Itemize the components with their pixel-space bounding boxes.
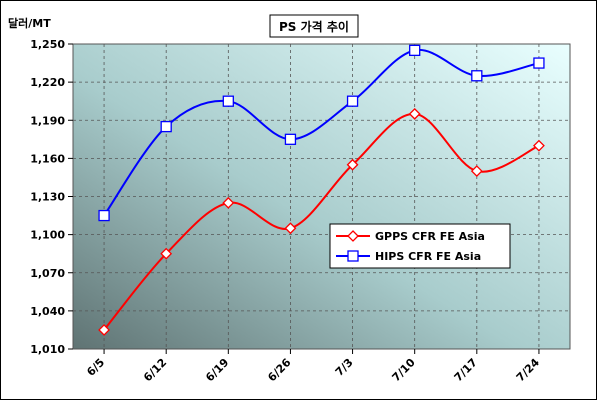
legend-marker-gpps [347, 230, 359, 242]
y-axis-ticks: 1,010 1,040 1,070 1,100 1,130 1,160 1,190 1,220… [30, 38, 73, 356]
data-point-hips [222, 95, 234, 107]
y-tick-label: 1,250 [30, 38, 65, 51]
data-point-gpps [346, 158, 359, 171]
data-point-gpps [284, 222, 297, 235]
data-point-hips [471, 70, 483, 82]
legend-marker-hips [347, 250, 359, 262]
y-tick-label: 1,100 [30, 229, 65, 242]
data-point-gpps [408, 107, 421, 120]
chart-title: PS 가격 추이 [279, 19, 349, 34]
data-point-hips [409, 44, 421, 57]
legend-label-gpps: GPPS CFR FE Asia [375, 230, 485, 243]
data-point-hips [160, 120, 172, 133]
data-point-gpps [533, 139, 545, 152]
y-axis-label: 달러/MT [8, 16, 51, 30]
data-point-gpps [98, 324, 110, 336]
y-tick-label: 1,160 [30, 152, 65, 165]
data-point-hips [346, 95, 359, 107]
y-tick-label: 1,040 [30, 305, 65, 318]
data-point-gpps [470, 165, 483, 178]
y-tick-label: 1,190 [30, 114, 65, 127]
data-point-gpps [160, 247, 173, 260]
legend: GPPS CFR FE Asia HIPS CFR FE Asia [329, 223, 511, 269]
legend-label-hips: HIPS CFR FE Asia [375, 250, 481, 263]
gridlines [73, 44, 570, 349]
chart-title-box [269, 14, 359, 38]
y-tick-label: 1,130 [30, 191, 65, 204]
data-point-gpps [222, 196, 235, 209]
legend-box [329, 223, 511, 269]
y-tick-label: 1,070 [30, 267, 65, 280]
data-point-hips [98, 209, 110, 222]
data-point-hips [533, 57, 545, 69]
data-point-hips [284, 133, 297, 145]
y-tick-label: 1,010 [30, 343, 65, 356]
series-line-gpps [103, 112, 540, 331]
series-layer [98, 44, 545, 336]
y-tick-label: 1,220 [30, 76, 65, 89]
